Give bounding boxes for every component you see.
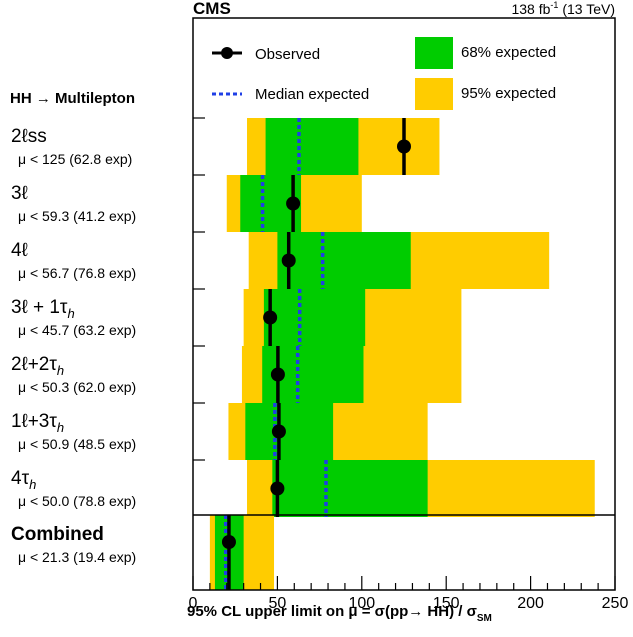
category-labels: 2ℓss μ < 125 (62.8 exp) 3ℓ μ < 59.3 (41.2 e… bbox=[11, 126, 136, 565]
category-name-main-6: 4τ bbox=[11, 468, 30, 489]
category-limit-0: μ < 125 (62.8 exp) bbox=[18, 151, 132, 167]
category-limit-1: μ < 59.3 (41.2 exp) bbox=[18, 208, 136, 224]
category-name-main-2: 4ℓ bbox=[11, 240, 28, 261]
x-axis-title: 95% CL upper limit on μ = σ(pp→ HH) / σS… bbox=[187, 603, 492, 624]
category-limit-4: μ < 50.3 (62.0 exp) bbox=[18, 379, 136, 395]
category-limit-6: μ < 50.0 (78.8 exp) bbox=[18, 493, 136, 509]
x-tick-label: 0 bbox=[189, 595, 198, 612]
category-name-sub-6: h bbox=[29, 477, 36, 492]
legend-band68-label: 68% expected bbox=[461, 44, 556, 61]
category-name-sub-3: h bbox=[67, 306, 74, 321]
category-name-combined: Combined bbox=[11, 524, 104, 545]
legend: Observed Median expected 68% expected 95… bbox=[212, 37, 556, 110]
band68-6 bbox=[272, 460, 428, 517]
legend-band95-label: 95% expected bbox=[461, 85, 556, 102]
category-name-6: 4τh bbox=[11, 468, 36, 492]
category-name-sub-4: h bbox=[57, 363, 64, 378]
band68-2 bbox=[277, 232, 411, 289]
category-name-main-4: 2ℓ+2τ bbox=[11, 354, 57, 375]
band68-5 bbox=[245, 403, 334, 460]
x-tick-label: 100 bbox=[348, 595, 375, 612]
x-tick-label: 250 bbox=[602, 595, 629, 612]
category-name-main-combined: Combined bbox=[11, 524, 104, 545]
observed-marker-6 bbox=[270, 481, 285, 496]
category-name-sub-5: h bbox=[57, 420, 64, 435]
legend-observed-label: Observed bbox=[255, 46, 320, 63]
category-name-2: 4ℓ bbox=[11, 240, 28, 261]
bands-layer bbox=[209, 118, 595, 590]
luminosity-label: 138 fb-1 (13 TeV) bbox=[511, 0, 615, 17]
category-name-main-0: 2ℓss bbox=[11, 126, 47, 147]
category-limit-3: μ < 45.7 (63.2 exp) bbox=[18, 322, 136, 338]
band68-3 bbox=[263, 289, 366, 346]
category-name-main-5: 1ℓ+3τ bbox=[11, 411, 57, 432]
observed-marker-0 bbox=[397, 139, 411, 154]
category-name-5: 1ℓ+3τh bbox=[11, 411, 64, 435]
category-name-4: 2ℓ+2τh bbox=[11, 354, 64, 378]
band68-0 bbox=[265, 118, 359, 175]
legend-band68-swatch bbox=[415, 37, 453, 69]
category-limit-combined: μ < 21.3 (19.4 exp) bbox=[18, 549, 136, 565]
group-title: HH → Multilepton bbox=[10, 90, 135, 107]
legend-median-label: Median expected bbox=[255, 86, 369, 103]
plot-frame bbox=[192, 17, 616, 591]
category-name-3: 3ℓ + 1τh bbox=[11, 297, 75, 321]
legend-band95-swatch bbox=[415, 78, 453, 110]
category-name-main-3: 3ℓ + 1τ bbox=[11, 297, 68, 318]
legend-observed-marker bbox=[221, 47, 233, 59]
observed-marker-combined bbox=[221, 535, 236, 549]
observed-marker-5 bbox=[271, 424, 286, 439]
category-name-1: 3ℓ bbox=[11, 183, 28, 204]
x-tick-label: 200 bbox=[517, 595, 544, 612]
category-name-0: 2ℓss bbox=[11, 126, 47, 147]
observed-marker-4 bbox=[270, 367, 285, 382]
category-limit-5: μ < 50.9 (48.5 exp) bbox=[18, 436, 136, 452]
x-axis: 0 50 100 150 200 250 bbox=[189, 117, 629, 612]
experiment-label: CMS bbox=[193, 0, 231, 18]
x-tick-label: 150 bbox=[433, 595, 460, 612]
observed-marker-2 bbox=[281, 253, 296, 268]
observed-marker-3 bbox=[263, 310, 278, 325]
x-tick-label: 50 bbox=[269, 595, 287, 612]
category-limit-2: μ < 56.7 (76.8 exp) bbox=[18, 265, 136, 281]
lines-layer bbox=[221, 118, 411, 590]
observed-marker-1 bbox=[286, 196, 301, 211]
category-name-main-1: 3ℓ bbox=[11, 183, 28, 204]
